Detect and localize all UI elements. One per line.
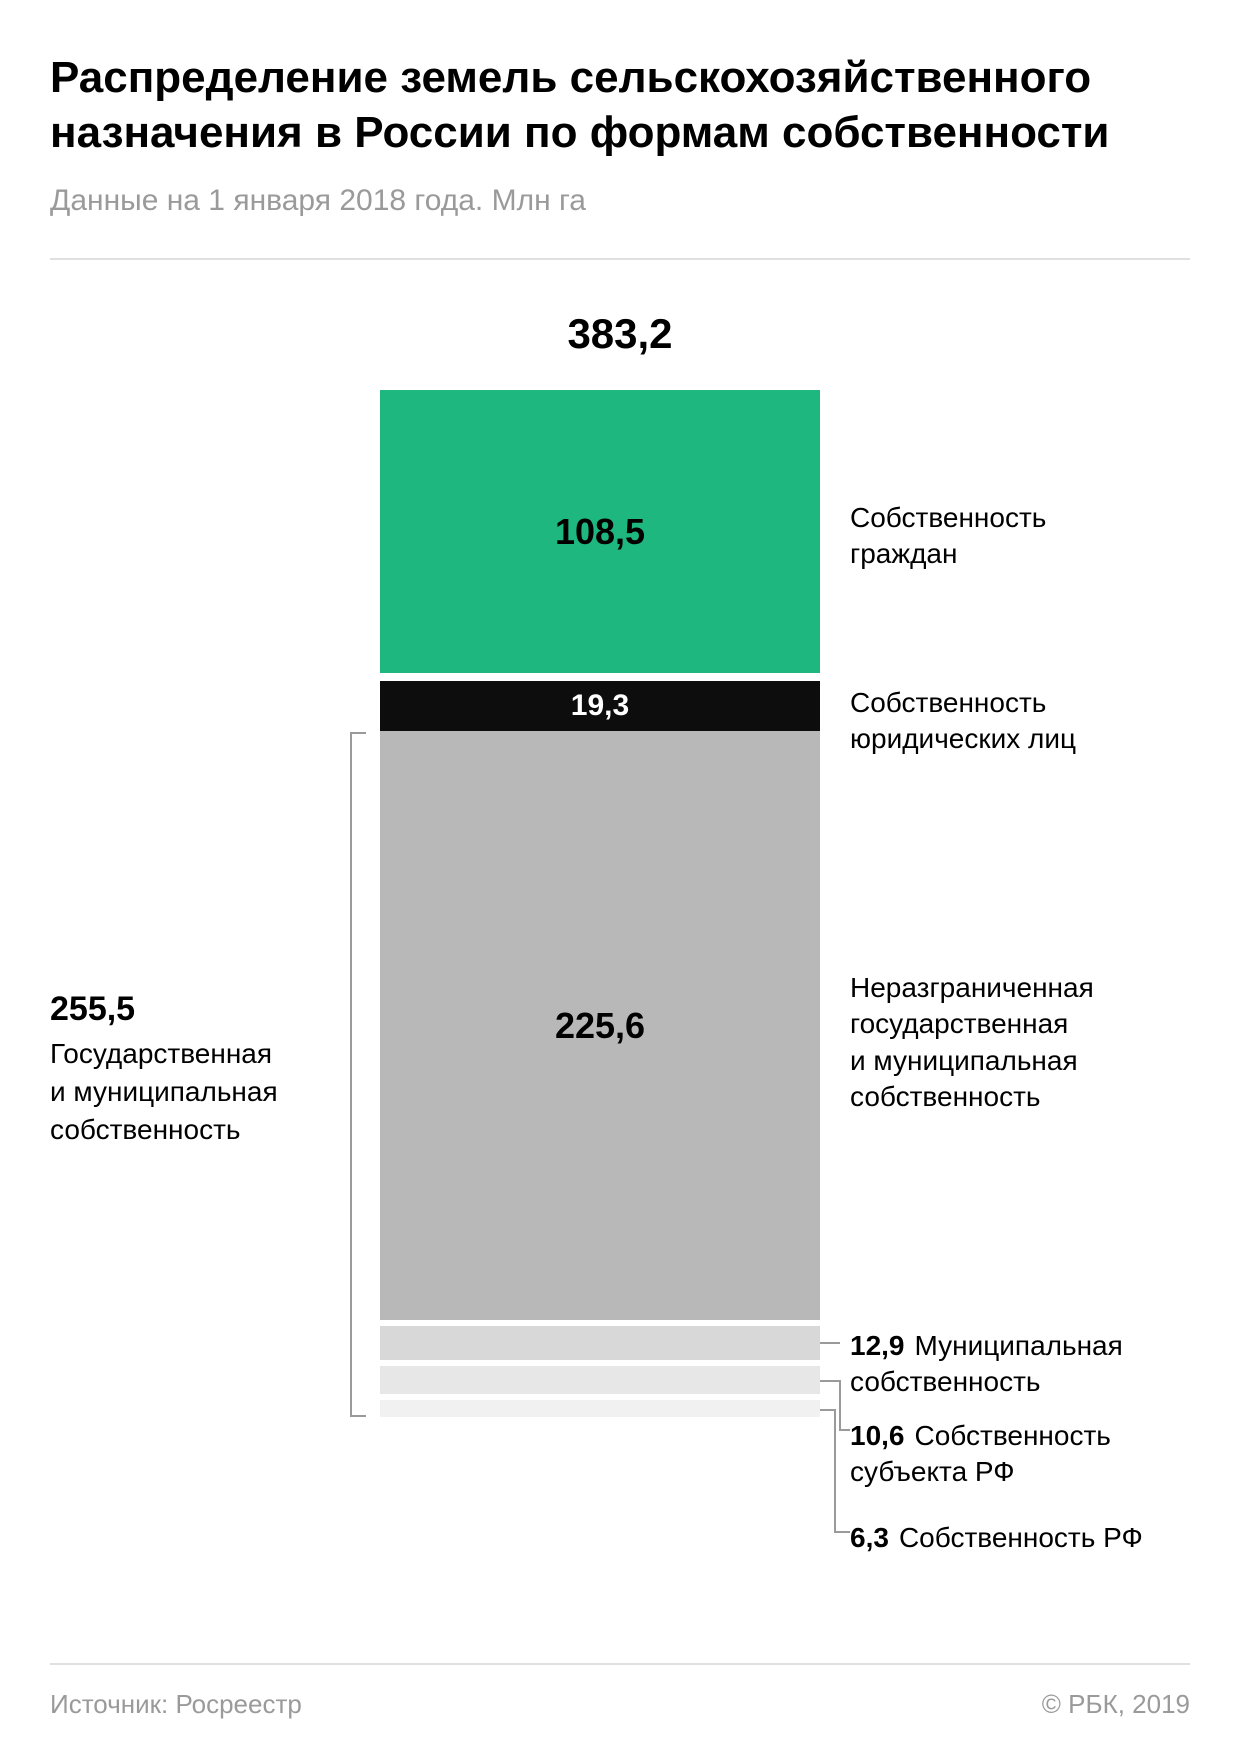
chart-subtitle: Данные на 1 января 2018 года. Млн га [50,184,1190,218]
copyright-label: © РБК, 2019 [1042,1689,1190,1720]
right-label-federal: 6,3Собственность РФ [850,1520,1143,1556]
chart-footer: Источник: Росреестр © РБК, 2019 [50,1663,1190,1720]
right-label-subject: 10,6Собственностьсубъекта РФ [850,1418,1111,1491]
divider-top [50,258,1190,260]
chart-title: Распределение земель сельскохозяйственно… [50,50,1190,160]
chart-area: 383,2 108,519,3225,6 255,5 Государственн… [50,270,1190,1663]
leader-federal [820,1410,850,1532]
right-label-municipal: 12,9Муниципальнаясобственность [850,1328,1123,1401]
right-label-legal: Собственностьюридических лиц [850,685,1076,758]
right-label-undivided: Неразграниченнаягосударственнаяи муницип… [850,970,1094,1116]
right-label-citizens: Собственностьграждан [850,500,1046,573]
source-label: Источник: Росреестр [50,1689,302,1720]
